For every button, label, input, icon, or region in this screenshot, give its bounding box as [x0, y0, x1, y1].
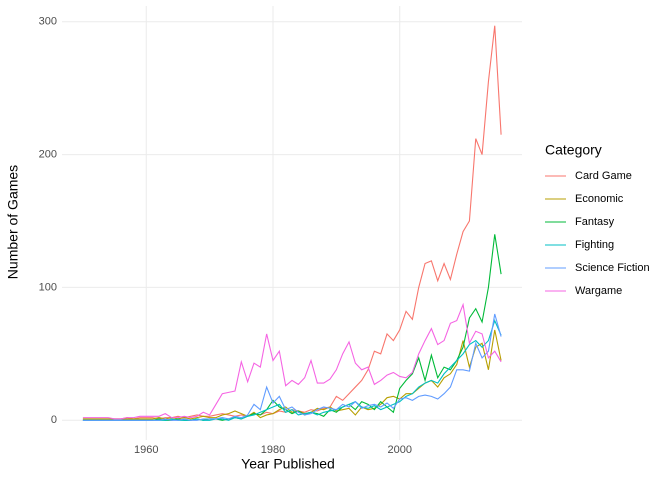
y-tick-label: 100 — [39, 281, 57, 293]
legend-label: Fighting — [575, 239, 614, 251]
legend-label: Fantasy — [575, 216, 615, 228]
y-tick-label: 300 — [39, 16, 57, 28]
x-tick-label: 1980 — [261, 444, 285, 456]
x-tick-label: 1960 — [134, 444, 158, 456]
series-line — [82, 313, 502, 421]
x-tick-label: 2000 — [387, 444, 411, 456]
legend-title: Category — [545, 142, 602, 158]
x-axis-label: Year Published — [241, 456, 335, 472]
legend-label: Wargame — [575, 285, 622, 297]
legend-label: Economic — [575, 193, 624, 205]
legend-label: Card Game — [575, 170, 632, 182]
legend-label: Science Fiction — [575, 262, 650, 274]
y-tick-label: 0 — [51, 414, 57, 426]
series-line — [82, 302, 502, 420]
y-tick-label: 200 — [39, 148, 57, 160]
y-axis-label: Number of Games — [5, 165, 21, 279]
